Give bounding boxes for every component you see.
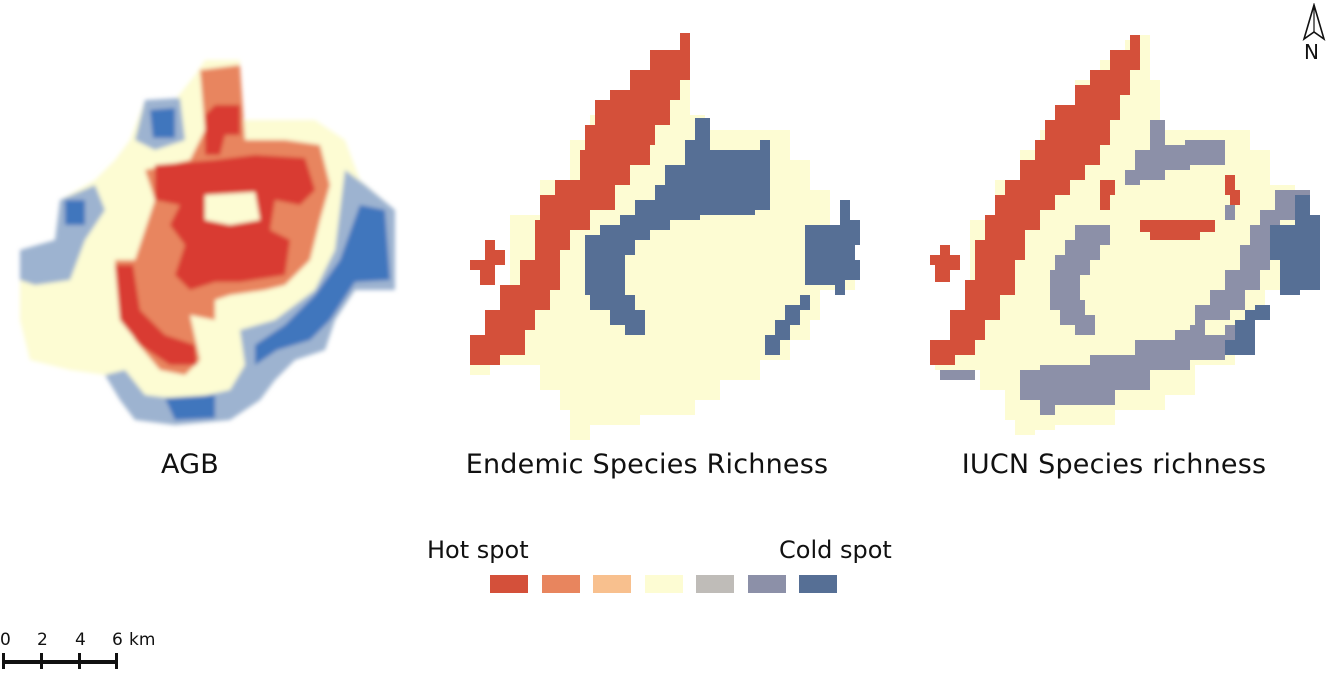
map-iucn	[925, 20, 1325, 450]
scale-tick-2: 2	[37, 630, 48, 650]
map-iucn-raster	[930, 35, 1320, 435]
endemic-region-cold-southeast	[765, 295, 810, 355]
map-label-agb: AGB	[160, 449, 220, 480]
iucn-region-cold-south	[1020, 325, 1245, 415]
north-arrow-icon	[1302, 3, 1326, 41]
endemic-region-neutral	[470, 35, 855, 440]
map-agb-raster	[20, 60, 395, 425]
iucn-region-coldest-southeast	[1225, 305, 1270, 355]
legend-swatch-cold1	[696, 575, 734, 593]
map-agb	[15, 20, 415, 450]
endemic-region-cold-east	[805, 200, 860, 295]
agb-region-blue-north	[150, 108, 175, 138]
legend-swatch-neutral	[644, 575, 683, 593]
legend-swatch-hot1	[593, 575, 631, 593]
iucn-region-hot-small-b	[1225, 175, 1240, 205]
north-label: N	[1304, 40, 1319, 64]
iucn-region-hot-center	[1140, 220, 1215, 240]
agb-region-blue-west	[65, 200, 85, 225]
legend-swatch-hot3	[490, 575, 528, 593]
legend-swatch-hot2	[541, 575, 580, 593]
legend-swatch-cold2	[747, 575, 786, 593]
agb-region-red-north	[205, 105, 240, 155]
scale-tick-0: 0	[0, 630, 11, 650]
endemic-region-cold-arc	[585, 118, 770, 335]
legend-hot-label: Hot spot	[427, 536, 529, 564]
legend-swatch-cold3	[799, 575, 837, 593]
iucn-region-cold-southwest	[940, 370, 975, 380]
map-label-endemic: Endemic Species Richness	[465, 449, 829, 480]
iucn-region-cold-small	[1225, 205, 1235, 220]
iucn-region-cold-west	[1050, 225, 1110, 335]
legend-cold-label: Cold spot	[779, 536, 892, 564]
map-endemic-raster	[470, 33, 860, 440]
scale-bar-icon	[2, 653, 118, 669]
agb-region-red-southwest	[115, 265, 197, 365]
iucn-region-hot-outlier	[930, 245, 960, 282]
agb-region-blue-south	[165, 395, 215, 420]
iucn-region-coldest-east	[1270, 195, 1320, 295]
agb-region-blue-east	[255, 205, 390, 365]
iucn-region-cold-north	[1125, 120, 1225, 185]
iucn-region-hot-small-a	[1100, 180, 1115, 210]
scale-unit: km	[129, 630, 156, 650]
endemic-region-hot-band	[470, 33, 690, 365]
agb-region-neutral-hole	[205, 192, 260, 225]
scale-tick-6: 6	[112, 630, 123, 650]
scale-tick-4: 4	[75, 630, 86, 650]
iucn-region-hot-band	[930, 35, 1140, 365]
map-label-iucn: IUCN Species richness	[961, 449, 1267, 480]
endemic-region-hot-outlier	[470, 240, 505, 285]
map-endemic	[460, 20, 860, 450]
